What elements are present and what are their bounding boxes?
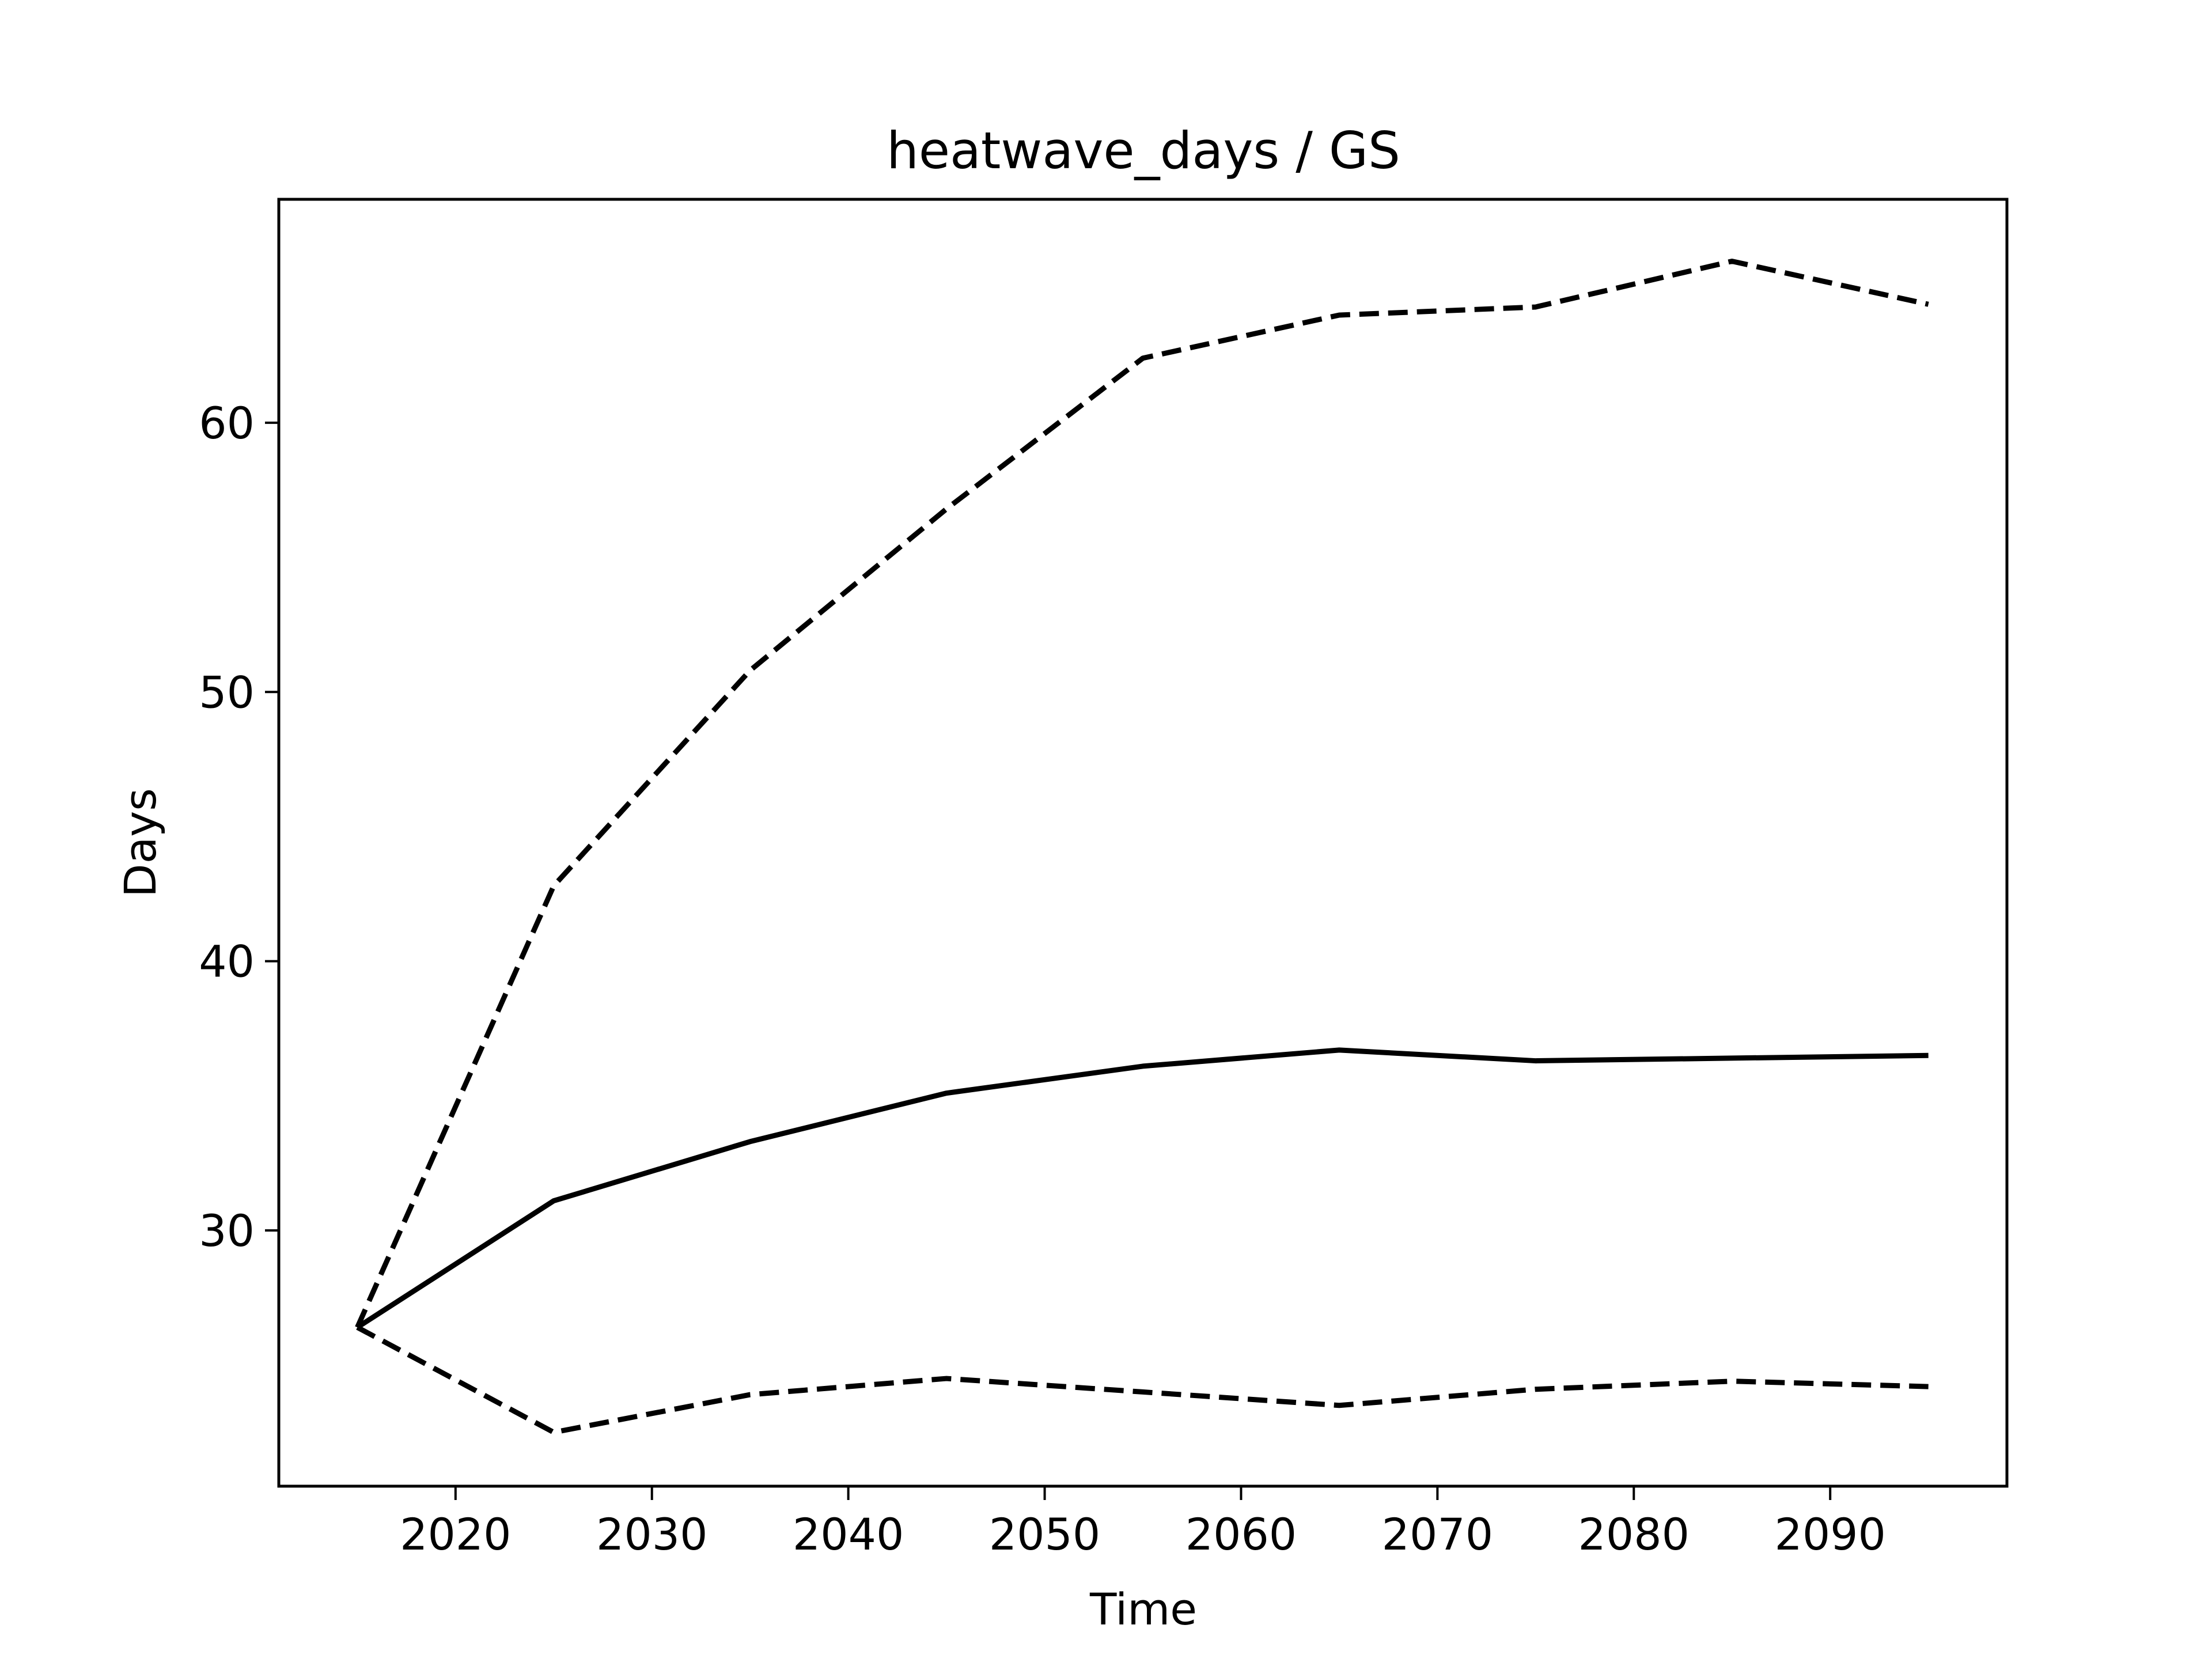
y-axis-label: Days (115, 788, 166, 897)
x-tick-label: 2070 (1382, 1509, 1493, 1560)
y-tick-label: 60 (199, 397, 255, 449)
x-axis-label: Time (1089, 1584, 1197, 1635)
chart-title: heatwave_days / GS (887, 121, 1400, 180)
x-tick-label: 2040 (793, 1509, 904, 1560)
x-tick-label: 2050 (989, 1509, 1100, 1560)
y-axis: 30 40 50 60 (199, 397, 279, 1256)
y-tick-label: 30 (199, 1205, 255, 1256)
x-tick-label: 2060 (1185, 1509, 1297, 1560)
series-line-2-solid (355, 1047, 1929, 1330)
x-tick-label: 2080 (1578, 1509, 1690, 1560)
series-line-3-dashed (356, 1325, 1929, 1435)
x-tick-label: 2030 (596, 1509, 707, 1560)
series-layer (355, 258, 1929, 1435)
x-axis: 2020 2030 2040 2050 2060 2070 2080 2090 (400, 1486, 1886, 1560)
y-tick-label: 50 (199, 666, 255, 718)
y-tick-label: 40 (199, 936, 255, 987)
plot-frame (277, 198, 2009, 1488)
series-line-1-dashed (355, 258, 1929, 1329)
x-tick-label: 2020 (400, 1509, 511, 1560)
x-tick-label: 2090 (1774, 1509, 1885, 1560)
